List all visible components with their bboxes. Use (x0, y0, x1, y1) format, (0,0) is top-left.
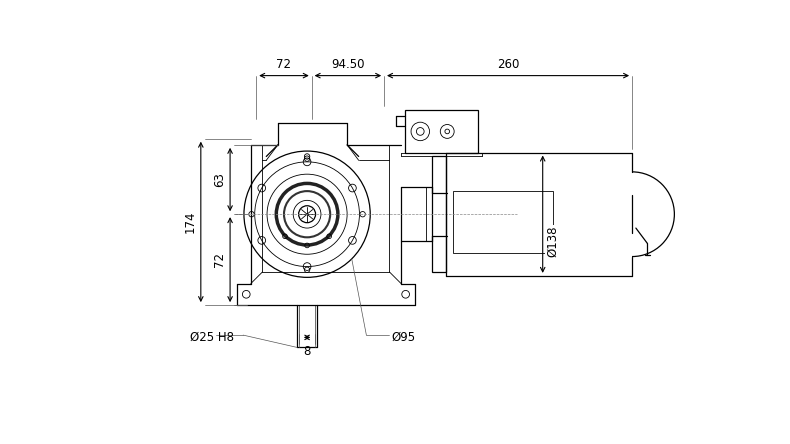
Text: 260: 260 (497, 58, 519, 71)
Bar (432, 156, 446, 272)
Text: Ø25 H8: Ø25 H8 (190, 331, 235, 344)
Text: Ø95: Ø95 (392, 331, 416, 344)
Bar (453, 191, 554, 253)
Text: 8: 8 (303, 345, 310, 358)
Bar (405, 110, 478, 153)
Text: Ø138: Ø138 (546, 226, 559, 257)
Text: 174: 174 (184, 210, 197, 233)
Text: 94.50: 94.50 (331, 58, 365, 71)
Text: 72: 72 (276, 58, 292, 71)
Text: 63: 63 (213, 172, 226, 187)
Text: 72: 72 (213, 252, 226, 267)
